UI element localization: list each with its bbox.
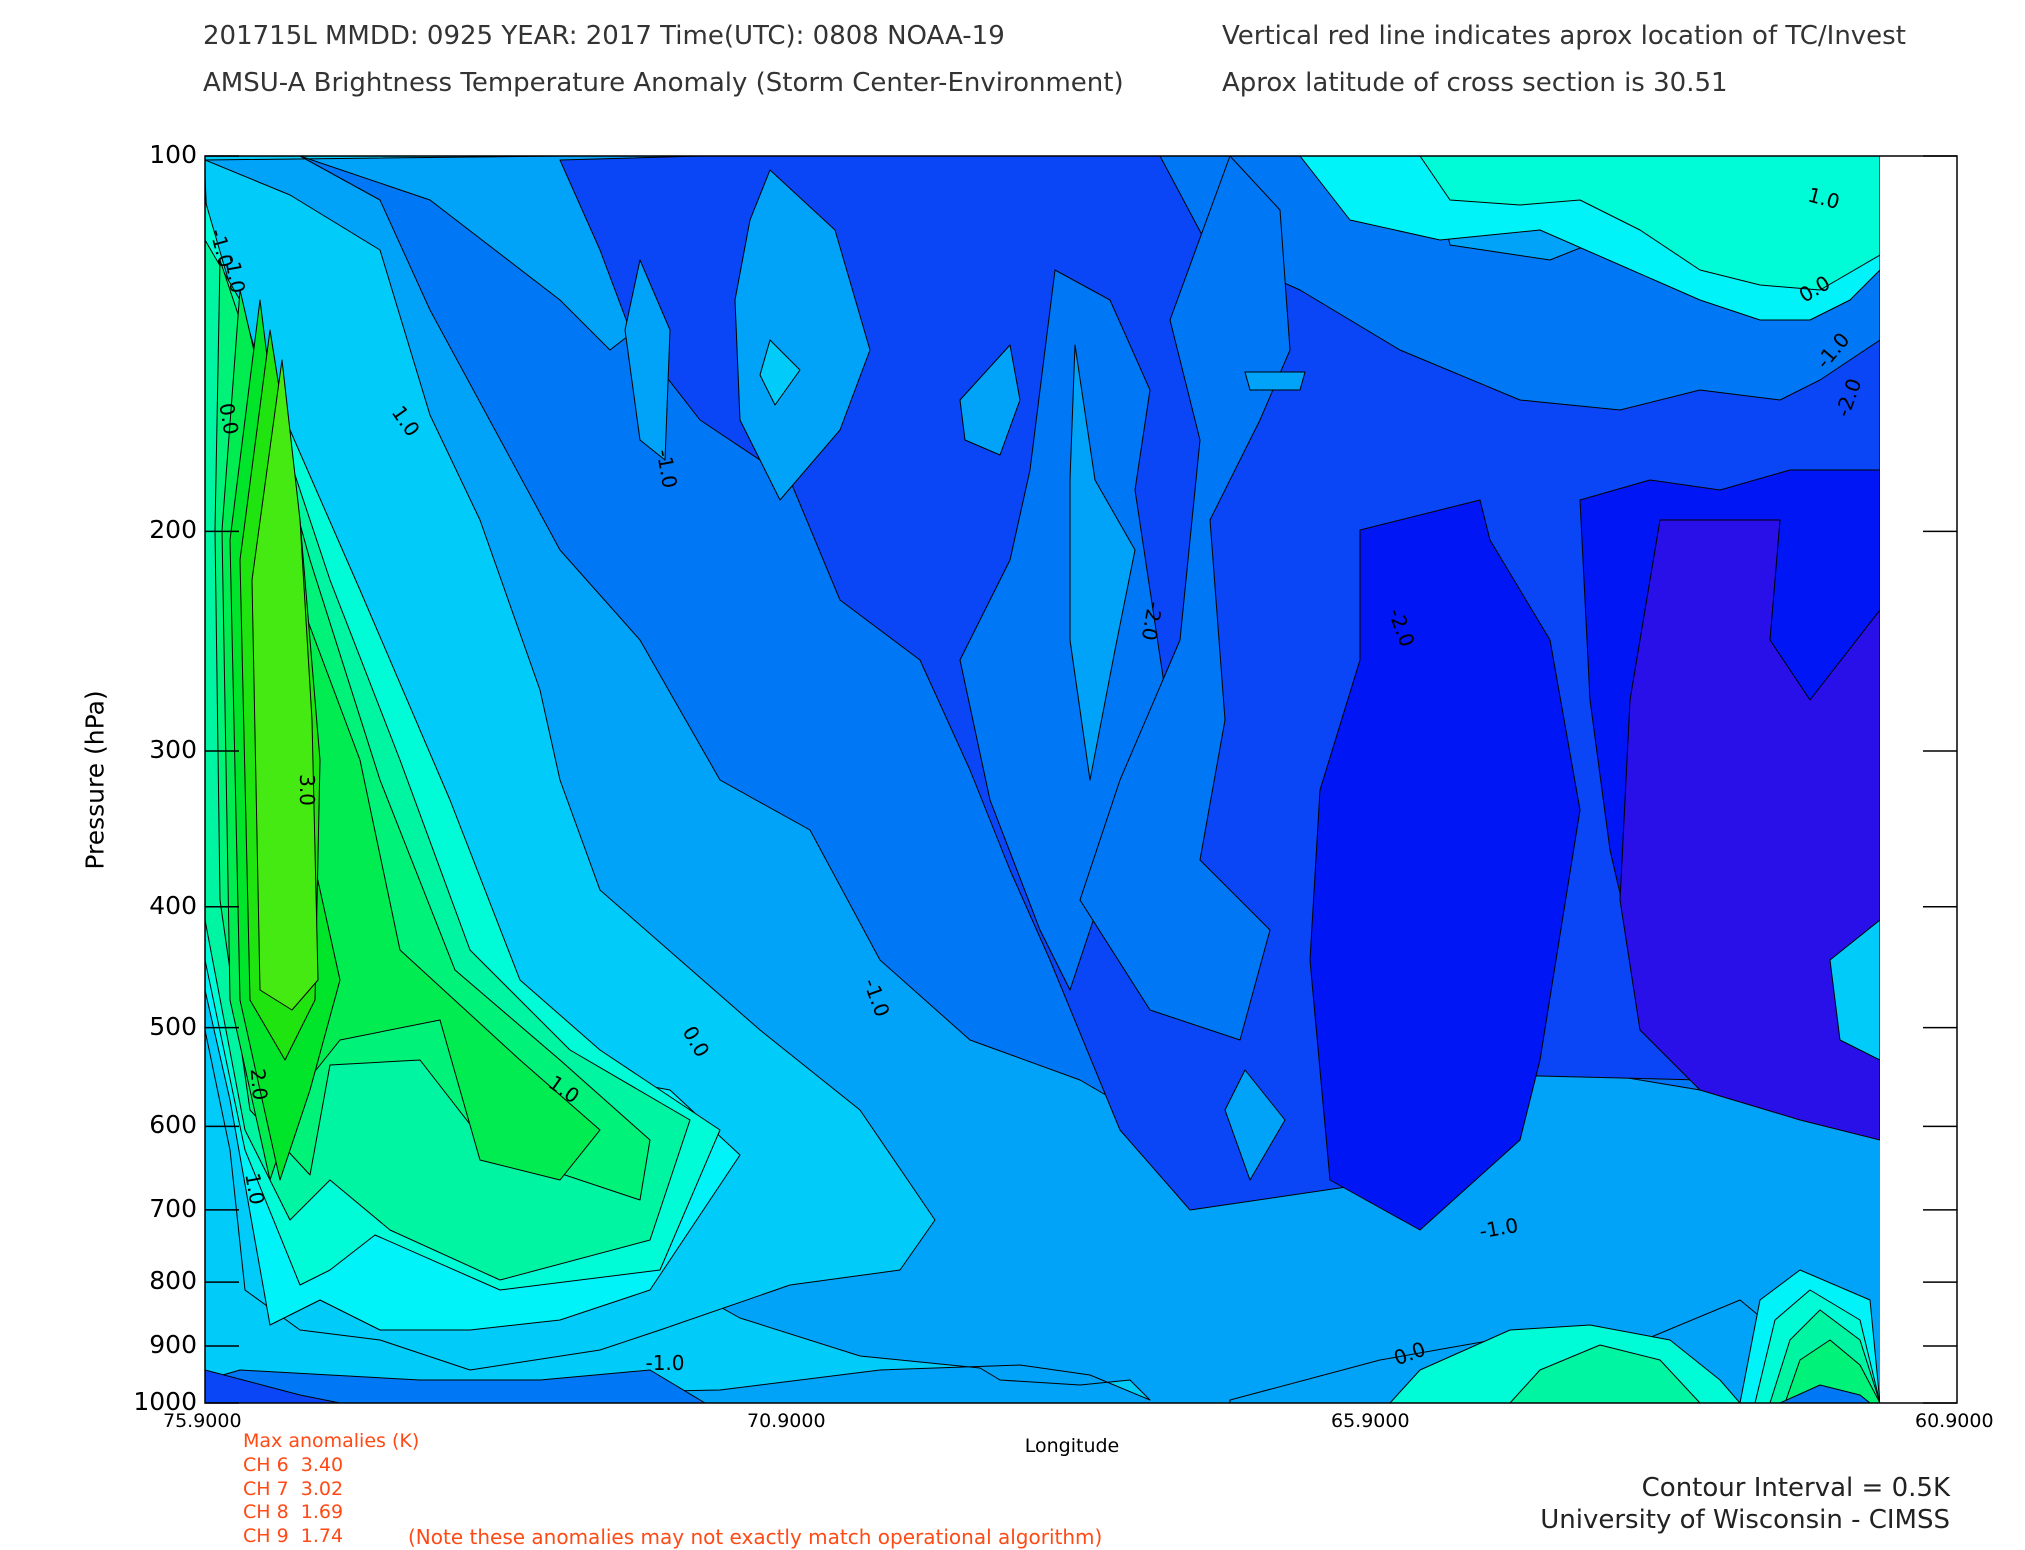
x-tick-label: 60.9000 bbox=[1915, 1410, 1994, 1432]
contour-band bbox=[734, 169, 871, 501]
algorithm-note: (Note these anomalies may not exactly ma… bbox=[408, 1525, 1103, 1549]
axis-ticks bbox=[205, 155, 1957, 1404]
y-tick-label: 600 bbox=[149, 1110, 197, 1140]
y-tick-label: 500 bbox=[149, 1011, 197, 1041]
contour-label: 3.0 bbox=[295, 774, 319, 806]
contour-label: 2.0 bbox=[246, 1067, 273, 1101]
contour-interval-text: Contour Interval = 0.5K bbox=[1641, 1473, 1950, 1503]
contour-band bbox=[1244, 371, 1306, 391]
contour-band bbox=[1829, 919, 1880, 1061]
y-tick-label: 900 bbox=[149, 1329, 197, 1359]
contour-band bbox=[205, 1369, 706, 1403]
contour-label: 1.0 bbox=[240, 1171, 269, 1206]
max-anomaly-row: CH 6 3.40 bbox=[243, 1454, 344, 1476]
contour-band bbox=[1224, 1069, 1286, 1181]
max-anomalies-title: Max anomalies (K) bbox=[243, 1430, 420, 1452]
plot-frame bbox=[204, 155, 1958, 1404]
x-axis-title: Longitude bbox=[1024, 1435, 1120, 1457]
max-anomaly-row: CH 8 1.69 bbox=[243, 1501, 344, 1523]
unplotted-area bbox=[1880, 156, 1957, 1403]
y-tick-label: 700 bbox=[149, 1193, 197, 1223]
y-tick-label: 1000 bbox=[133, 1387, 197, 1416]
contour-band bbox=[1069, 344, 1136, 781]
y-tick-label: 100 bbox=[149, 140, 197, 169]
contour-label: 0.0 bbox=[214, 401, 243, 436]
max-anomaly-row: CH 9 1.74 bbox=[243, 1524, 344, 1547]
institution-credit: University of Wisconsin - CIMSS bbox=[1540, 1505, 1950, 1535]
x-tick-label: 70.9000 bbox=[747, 1410, 826, 1432]
contour-band bbox=[1509, 1344, 1701, 1403]
contour-band bbox=[1779, 1384, 1871, 1403]
header-note-line1: Vertical red line indicates aprox locati… bbox=[1222, 21, 1906, 51]
contour-band bbox=[1619, 519, 1880, 1141]
contour-fills bbox=[205, 156, 1880, 1403]
contour-band bbox=[759, 339, 801, 406]
y-tick-label: 200 bbox=[149, 515, 197, 545]
y-tick-label: 800 bbox=[149, 1266, 197, 1296]
max-anomaly-row: CH 7 3.02 bbox=[243, 1477, 344, 1500]
header-title-line1: 201715L MMDD: 0925 YEAR: 2017 Time(UTC):… bbox=[203, 21, 1005, 51]
header-title-line2: AMSU-A Brightness Temperature Anomaly (S… bbox=[203, 68, 1124, 98]
contour-label: -1.0 bbox=[645, 1351, 684, 1375]
y-axis-title: Pressure (hPa) bbox=[80, 690, 110, 870]
header-note-line2: Aprox latitude of cross section is 30.51 bbox=[1222, 68, 1728, 98]
contour-band bbox=[1784, 1339, 1880, 1403]
contour-band bbox=[205, 1369, 341, 1403]
contour-band bbox=[1419, 156, 1880, 291]
contour-band bbox=[959, 344, 1021, 456]
contour-band bbox=[1309, 499, 1581, 1231]
x-tick-label: 65.9000 bbox=[1331, 1410, 1410, 1432]
y-tick-label: 400 bbox=[149, 890, 197, 920]
contour-band bbox=[251, 359, 319, 1011]
contour-band bbox=[624, 259, 671, 461]
y-tick-label: 300 bbox=[149, 734, 197, 764]
x-tick-label: 75.9000 bbox=[163, 1410, 242, 1432]
